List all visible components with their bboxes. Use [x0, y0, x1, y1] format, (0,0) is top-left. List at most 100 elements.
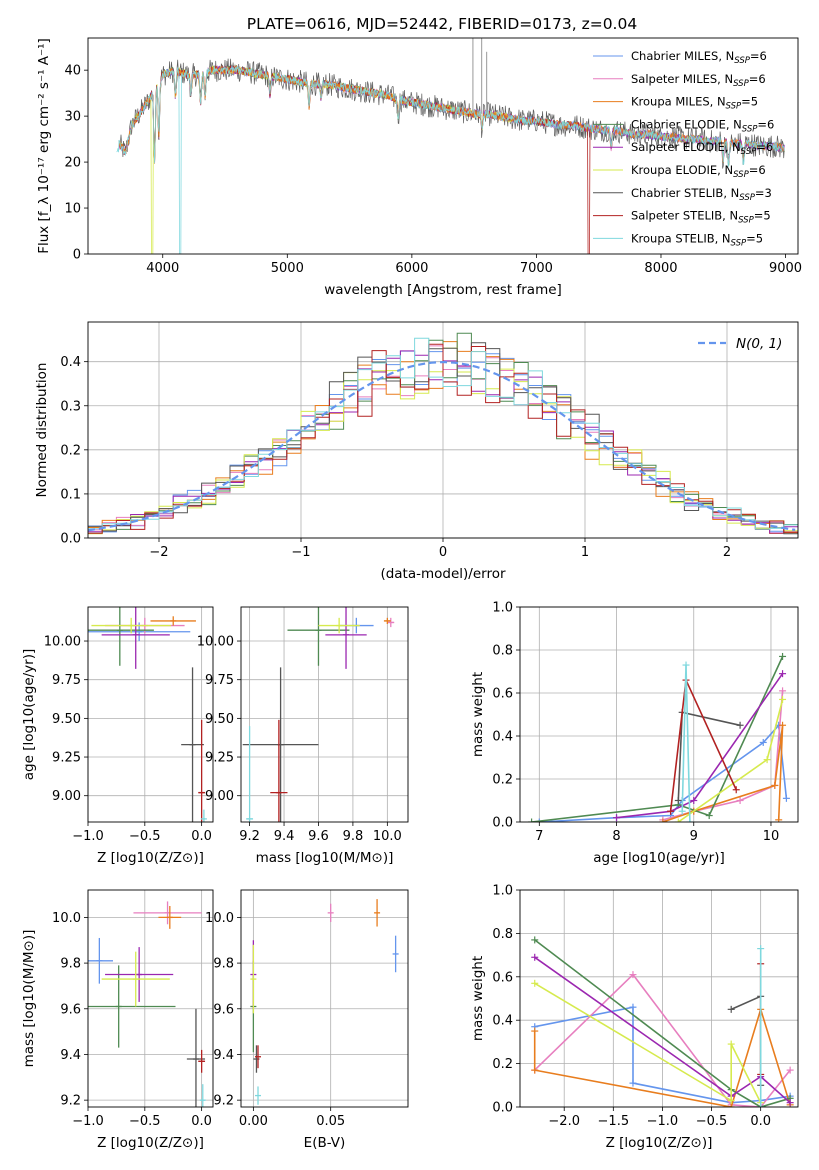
- plus-marker: [531, 953, 539, 961]
- plot-area: [88, 901, 206, 1107]
- x-tick-label: −1.0: [72, 1114, 104, 1129]
- x-tick-label: 9.4: [274, 829, 295, 844]
- x-tick-label: −1.0: [72, 829, 104, 844]
- errorbar-point-8: [198, 719, 206, 822]
- errorbar-point-5: [101, 607, 170, 669]
- y-tick-label: 0.8: [492, 927, 513, 942]
- errorbar-point-2: [387, 617, 395, 628]
- legend-entry: Chabrier MILES, NSSP=6: [593, 49, 767, 66]
- plus-marker: [771, 781, 779, 789]
- plus-marker: [779, 695, 787, 703]
- errorbar-point-2: [327, 903, 334, 922]
- legend-subscript: SSP: [734, 56, 750, 66]
- plus-marker: [667, 807, 675, 815]
- plus-marker: [775, 816, 783, 822]
- plus-marker: [705, 812, 713, 820]
- weight-series-3: [533, 1006, 791, 1107]
- x-tick-label: 9000: [769, 261, 802, 276]
- legend-count: =6: [750, 49, 767, 63]
- legend-count: =5: [754, 209, 771, 223]
- y-tick-label: 10: [64, 202, 81, 217]
- plot-area: [250, 899, 399, 1105]
- legend-entry: Kroupa STELIB, NSSP=5: [593, 231, 763, 248]
- plus-marker: [732, 786, 740, 794]
- x-tick-label: −0.5: [696, 1114, 728, 1129]
- plus-marker: [779, 652, 787, 660]
- y-tick-label: 0.3: [60, 399, 81, 414]
- errorbar-point-3: [374, 899, 381, 927]
- legend-entry: N(0, 1): [698, 336, 782, 352]
- panel-age-vs-Z: −1.0 −0.5 0.0 9.00 9.25 9.50 9.75 10.00 Z [log10…: [21, 606, 214, 866]
- legend-count: =6: [756, 140, 773, 154]
- legend-subscript: SSP: [733, 79, 749, 89]
- plus-marker: [629, 1003, 637, 1011]
- plus-marker: [736, 721, 744, 729]
- errorbar-point-6: [250, 944, 257, 1014]
- plus-marker: [759, 738, 767, 746]
- legend-label: Kroupa MILES, NSSP=5: [631, 95, 758, 112]
- weight-series-1: [539, 723, 788, 822]
- axes-frame: [87, 321, 799, 539]
- y-tick-label: 9.75: [205, 673, 234, 688]
- axes-frame: [519, 606, 799, 823]
- plus-marker: [678, 807, 686, 815]
- legend-entry: Chabrier STELIB, NSSP=3: [593, 186, 772, 203]
- y-tick-label: 1.0: [492, 884, 513, 899]
- legend-label-text: Chabrier STELIB, N: [631, 186, 739, 200]
- x-tick-label: 9.2: [239, 829, 260, 844]
- y-tick-label: 10.0: [205, 911, 234, 926]
- legend-entry: Chabrier ELODIE, NSSP=6: [593, 117, 774, 134]
- legend-label: Kroupa STELIB, NSSP=5: [631, 231, 763, 248]
- y-tick-label: 9.8: [213, 957, 234, 972]
- x-tick-label: −1.5: [598, 1114, 630, 1129]
- y-tick-label: 0.6: [492, 687, 513, 702]
- errorbar-point-8: [255, 1045, 262, 1069]
- errorbar-point-3: [158, 905, 182, 929]
- y-tick-label: 0: [73, 248, 81, 263]
- errorbar-point-9: [200, 809, 207, 822]
- x-tick-label: 0.05: [316, 1114, 345, 1129]
- legend-count: =6: [757, 117, 774, 131]
- histogram-series-9: [88, 337, 798, 530]
- y-tick-label: 10.00: [44, 635, 81, 650]
- x-axis-label: (data-model)/error: [380, 566, 506, 582]
- errorbar-point-6: [101, 951, 170, 1007]
- errorbar-point-6: [318, 617, 360, 634]
- weight-series-6: [534, 982, 762, 1104]
- y-tick-label: 10.00: [197, 635, 234, 650]
- x-tick-label: 0.0: [191, 829, 212, 844]
- legend-count: =5: [741, 95, 758, 109]
- legend-count: =6: [749, 163, 766, 177]
- y-axis-label: Normed distribution: [34, 363, 50, 498]
- errorbar-point-8: [198, 1049, 206, 1073]
- errorbar-point-5: [325, 607, 367, 669]
- plus-marker: [786, 1066, 794, 1074]
- spectrum-series-8: [118, 64, 591, 254]
- errorbar-point-5: [105, 947, 174, 1002]
- errorbar-point-2: [133, 901, 202, 925]
- legend-entry: Salpeter ELODIE, NSSP=6: [593, 140, 773, 157]
- x-axis-label: Z [log10(Z/Z⊙)]: [97, 1135, 204, 1151]
- plot-area: [116, 38, 785, 254]
- x-tick-label: 2: [723, 545, 731, 560]
- legend-label: Salpeter ELODIE, NSSP=6: [631, 140, 773, 157]
- legend-label-text: Chabrier ELODIE, N: [631, 117, 742, 131]
- x-tick-label: 0.0: [191, 1114, 212, 1129]
- weight-series-5: [534, 956, 791, 1104]
- y-tick-label: 20: [64, 156, 81, 171]
- panel-mass-weight-vs-Z: −2.0 −1.5 −1.0 −0.5 0.0 0.0 0.2 0.4 0.6 0.8 1.0 Z […: [470, 884, 799, 1151]
- errorbar-point-4: [88, 607, 154, 666]
- axes-frame: [240, 606, 409, 823]
- x-axis-label: Z [log10(Z/Z⊙)]: [97, 850, 204, 866]
- panel-mass-weight-vs-age: 7 8 9 10 0.0 0.2 0.4 0.6 0.8 1.0 age [log10(age/yr…: [470, 601, 799, 866]
- plus-marker: [763, 756, 771, 764]
- plus-marker: [531, 979, 539, 987]
- legend-label: Chabrier ELODIE, NSSP=6: [631, 117, 774, 134]
- legend-subscript: SSP: [738, 216, 754, 226]
- y-tick-label: 0.1: [60, 487, 81, 502]
- legend-label-text: Kroupa STELIB, N: [631, 231, 731, 245]
- y-axis-label: mass [log10(M/M⊙)]: [21, 930, 37, 1068]
- plus-marker: [528, 818, 536, 822]
- spectrum-series-9: [116, 66, 785, 254]
